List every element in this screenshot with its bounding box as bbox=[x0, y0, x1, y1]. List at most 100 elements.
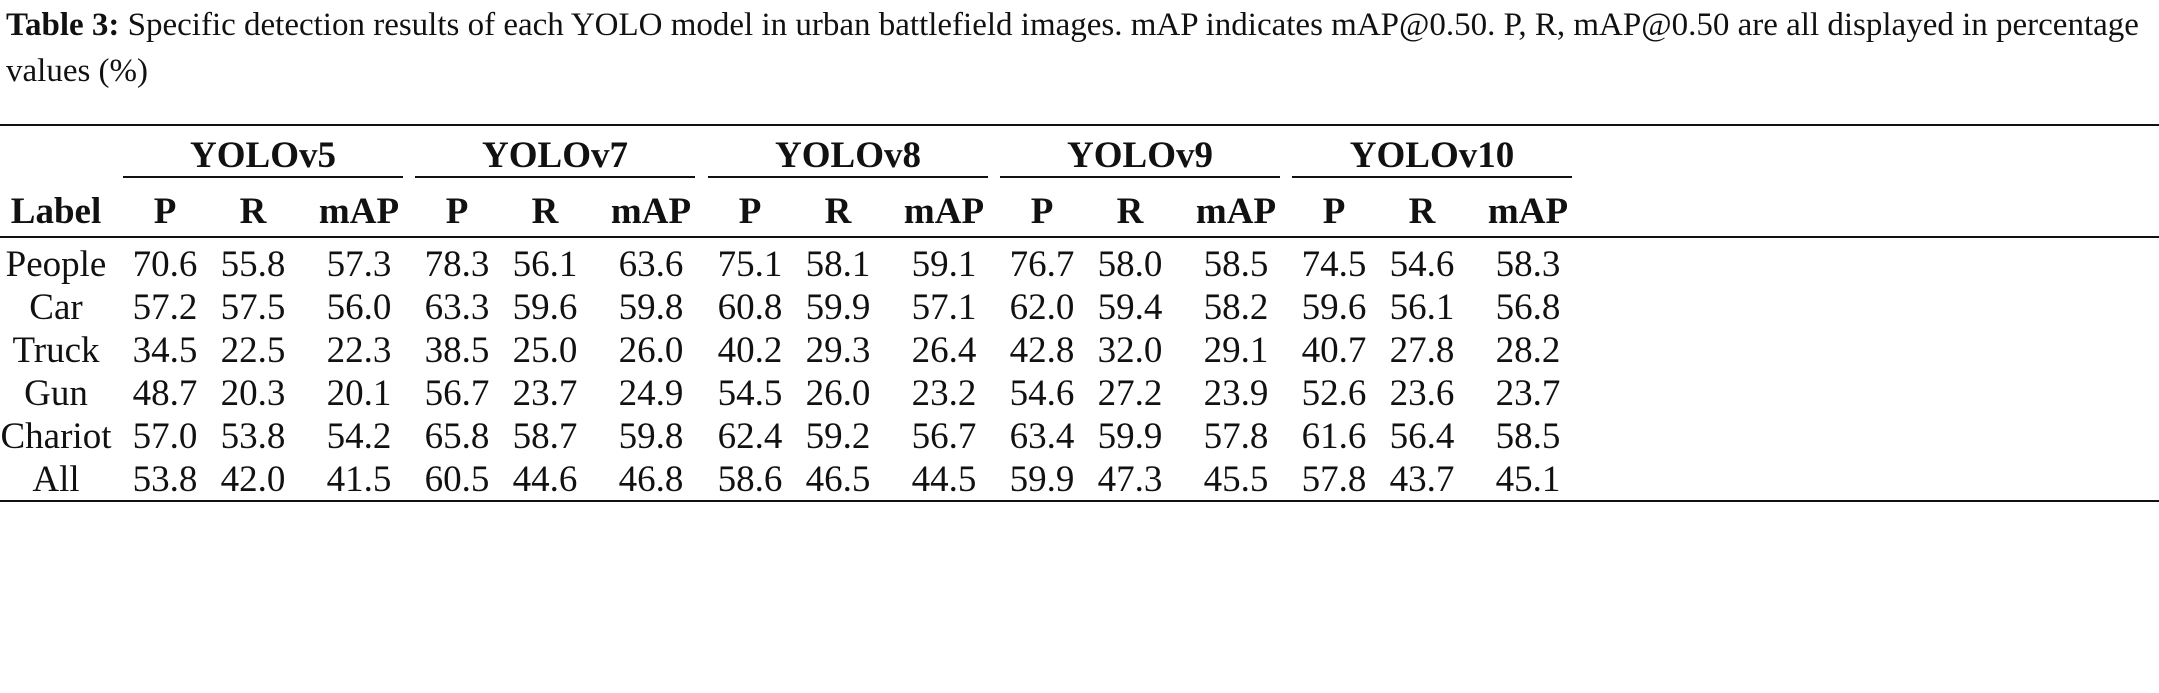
table-cell: 23.7 bbox=[512, 373, 578, 414]
table-cell: 29.1 bbox=[1203, 330, 1269, 371]
table-cell: 24.9 bbox=[618, 373, 684, 414]
table-cell: 53.8 bbox=[220, 416, 286, 457]
table-cell: 56.4 bbox=[1389, 416, 1455, 457]
group-header: YOLOv10 bbox=[1349, 135, 1515, 176]
table-cell: 42.0 bbox=[220, 459, 286, 500]
table-cell: 57.2 bbox=[132, 287, 198, 328]
table-cell: 54.5 bbox=[717, 373, 783, 414]
group-underline bbox=[415, 176, 695, 178]
metric-header: P bbox=[445, 191, 469, 232]
table-caption: Table 3: Specific detection results of e… bbox=[6, 2, 2146, 94]
table-cell: 59.8 bbox=[618, 287, 684, 328]
table-cell: 22.5 bbox=[220, 330, 286, 371]
row-label: All bbox=[32, 459, 80, 500]
table-cell: 56.0 bbox=[326, 287, 392, 328]
caption-label: Table 3: bbox=[6, 7, 120, 43]
table-cell: 56.1 bbox=[512, 244, 578, 285]
row-label: Truck bbox=[12, 330, 100, 371]
metric-header: P bbox=[1322, 191, 1346, 232]
table-cell: 57.0 bbox=[132, 416, 198, 457]
table-cell: 53.8 bbox=[132, 459, 198, 500]
table-cell: 23.7 bbox=[1495, 373, 1561, 414]
table-header-rule bbox=[0, 236, 2159, 238]
table-cell: 32.0 bbox=[1097, 330, 1163, 371]
table-cell: 59.6 bbox=[1301, 287, 1367, 328]
metric-header: R bbox=[1116, 191, 1144, 232]
table-cell: 54.2 bbox=[326, 416, 392, 457]
table-cell: 25.0 bbox=[512, 330, 578, 371]
table-cell: 54.6 bbox=[1389, 244, 1455, 285]
table-cell: 23.9 bbox=[1203, 373, 1269, 414]
table-cell: 57.8 bbox=[1301, 459, 1367, 500]
table-cell: 27.8 bbox=[1389, 330, 1455, 371]
table-cell: 40.2 bbox=[717, 330, 783, 371]
table-cell: 45.5 bbox=[1203, 459, 1269, 500]
table-cell: 57.5 bbox=[220, 287, 286, 328]
row-label: Gun bbox=[24, 373, 88, 414]
table-cell: 58.5 bbox=[1495, 416, 1561, 457]
table-cell: 29.3 bbox=[805, 330, 871, 371]
table-cell: 26.0 bbox=[618, 330, 684, 371]
metric-header: R bbox=[824, 191, 852, 232]
table-cell: 58.3 bbox=[1495, 244, 1561, 285]
table-cell: 26.0 bbox=[805, 373, 871, 414]
table-cell: 59.1 bbox=[911, 244, 977, 285]
label-column-header: Label bbox=[10, 191, 102, 232]
table-cell: 56.7 bbox=[424, 373, 490, 414]
metric-header: mAP bbox=[318, 191, 400, 232]
table-cell: 34.5 bbox=[132, 330, 198, 371]
group-underline bbox=[1292, 176, 1572, 178]
metric-header: mAP bbox=[903, 191, 985, 232]
table-cell: 43.7 bbox=[1389, 459, 1455, 500]
group-underline bbox=[1000, 176, 1280, 178]
table-cell: 63.6 bbox=[618, 244, 684, 285]
table-cell: 28.2 bbox=[1495, 330, 1561, 371]
table-cell: 78.3 bbox=[424, 244, 490, 285]
table-cell: 41.5 bbox=[326, 459, 392, 500]
metric-header: P bbox=[738, 191, 762, 232]
table-cell: 57.3 bbox=[326, 244, 392, 285]
table-cell: 23.6 bbox=[1389, 373, 1455, 414]
table-cell: 55.8 bbox=[220, 244, 286, 285]
metric-header: P bbox=[153, 191, 177, 232]
table-cell: 63.3 bbox=[424, 287, 490, 328]
group-underline bbox=[123, 176, 403, 178]
row-label: Car bbox=[29, 287, 83, 328]
group-header: YOLOv5 bbox=[190, 135, 336, 176]
table-cell: 58.5 bbox=[1203, 244, 1269, 285]
table-cell: 63.4 bbox=[1009, 416, 1075, 457]
table-cell: 57.8 bbox=[1203, 416, 1269, 457]
table-cell: 58.6 bbox=[717, 459, 783, 500]
table-cell: 60.5 bbox=[424, 459, 490, 500]
metric-header: P bbox=[1030, 191, 1054, 232]
table-cell: 60.8 bbox=[717, 287, 783, 328]
metric-header: mAP bbox=[1487, 191, 1569, 232]
table-cell: 65.8 bbox=[424, 416, 490, 457]
row-label: People bbox=[5, 244, 107, 285]
table-cell: 59.6 bbox=[512, 287, 578, 328]
table-cell: 59.4 bbox=[1097, 287, 1163, 328]
table-cell: 26.4 bbox=[911, 330, 977, 371]
metric-header: R bbox=[531, 191, 559, 232]
table-cell: 58.7 bbox=[512, 416, 578, 457]
table-cell: 20.3 bbox=[220, 373, 286, 414]
table-cell: 23.2 bbox=[911, 373, 977, 414]
group-header: YOLOv9 bbox=[1067, 135, 1213, 176]
table-cell: 56.7 bbox=[911, 416, 977, 457]
metric-header: mAP bbox=[610, 191, 692, 232]
table-cell: 52.6 bbox=[1301, 373, 1367, 414]
metric-header: mAP bbox=[1195, 191, 1277, 232]
table-cell: 40.7 bbox=[1301, 330, 1367, 371]
table-cell: 76.7 bbox=[1009, 244, 1075, 285]
table-cell: 75.1 bbox=[717, 244, 783, 285]
group-header: YOLOv7 bbox=[482, 135, 628, 176]
group-underline bbox=[708, 176, 988, 178]
table-cell: 38.5 bbox=[424, 330, 490, 371]
table-cell: 48.7 bbox=[132, 373, 198, 414]
table-cell: 59.2 bbox=[805, 416, 871, 457]
table-cell: 56.1 bbox=[1389, 287, 1455, 328]
table-cell: 70.6 bbox=[132, 244, 198, 285]
table-cell: 59.9 bbox=[1097, 416, 1163, 457]
table-cell: 42.8 bbox=[1009, 330, 1075, 371]
metric-header: R bbox=[1408, 191, 1436, 232]
